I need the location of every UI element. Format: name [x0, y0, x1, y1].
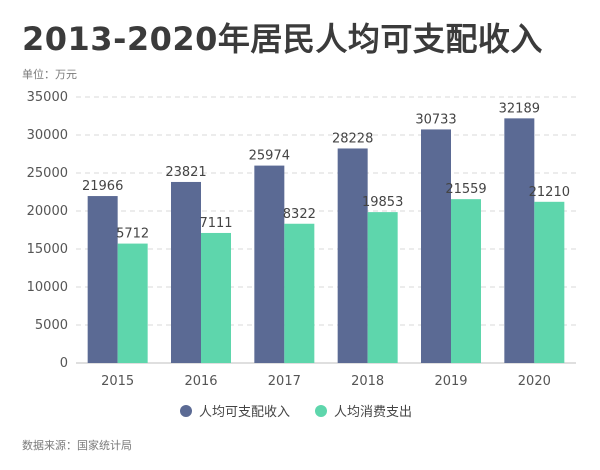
data-label: 28228 [332, 131, 373, 146]
y-tick-label: 25000 [27, 166, 68, 181]
y-tick-label: 20000 [27, 204, 68, 219]
bar-expense [201, 232, 231, 363]
data-label: 23821 [165, 165, 206, 180]
bar-income [337, 148, 368, 363]
source-label: 数据来源：国家统计局 [22, 439, 132, 452]
bar-income [87, 196, 118, 363]
bar-expense [451, 199, 481, 363]
bar-expense [284, 223, 315, 363]
chart-title: 2013-2020年居民人均可支配收入 [22, 20, 543, 58]
bar-expense [367, 212, 398, 363]
legend-marker [315, 405, 327, 417]
legend-label: 人均消费支出 [334, 405, 412, 420]
legend-label: 人均可支配收入 [199, 405, 290, 420]
x-tick-label: 2018 [351, 374, 384, 389]
y-tick-label: 15000 [27, 242, 68, 257]
bar-income [254, 165, 285, 363]
data-label: 19853 [362, 195, 403, 210]
unit-label: 单位：万元 [22, 68, 77, 81]
data-label: 21559 [445, 182, 486, 197]
x-tick-label: 2019 [434, 374, 467, 389]
bar-income [421, 129, 451, 363]
data-label: 21966 [82, 179, 123, 194]
y-tick-label: 5000 [35, 318, 68, 333]
bar-income [504, 118, 535, 363]
data-label: 21210 [529, 185, 570, 200]
bar-expense [117, 243, 148, 363]
y-tick-label: 0 [60, 356, 68, 371]
x-tick-label: 2015 [101, 374, 134, 389]
x-tick-label: 2016 [184, 374, 217, 389]
x-tick-label: 2020 [518, 374, 551, 389]
x-tick-label: 2017 [268, 374, 301, 389]
data-label: 7111 [199, 216, 232, 231]
legend-marker [180, 405, 192, 417]
bar-income [171, 181, 201, 363]
y-tick-label: 10000 [27, 280, 68, 295]
data-label: 5712 [116, 227, 149, 242]
data-label: 8322 [283, 207, 316, 222]
y-tick-label: 35000 [27, 90, 68, 105]
data-label: 30733 [415, 112, 456, 127]
data-label: 25974 [249, 149, 290, 164]
data-label: 32189 [499, 101, 540, 116]
bar-expense [534, 201, 565, 363]
y-tick-label: 30000 [27, 128, 68, 143]
